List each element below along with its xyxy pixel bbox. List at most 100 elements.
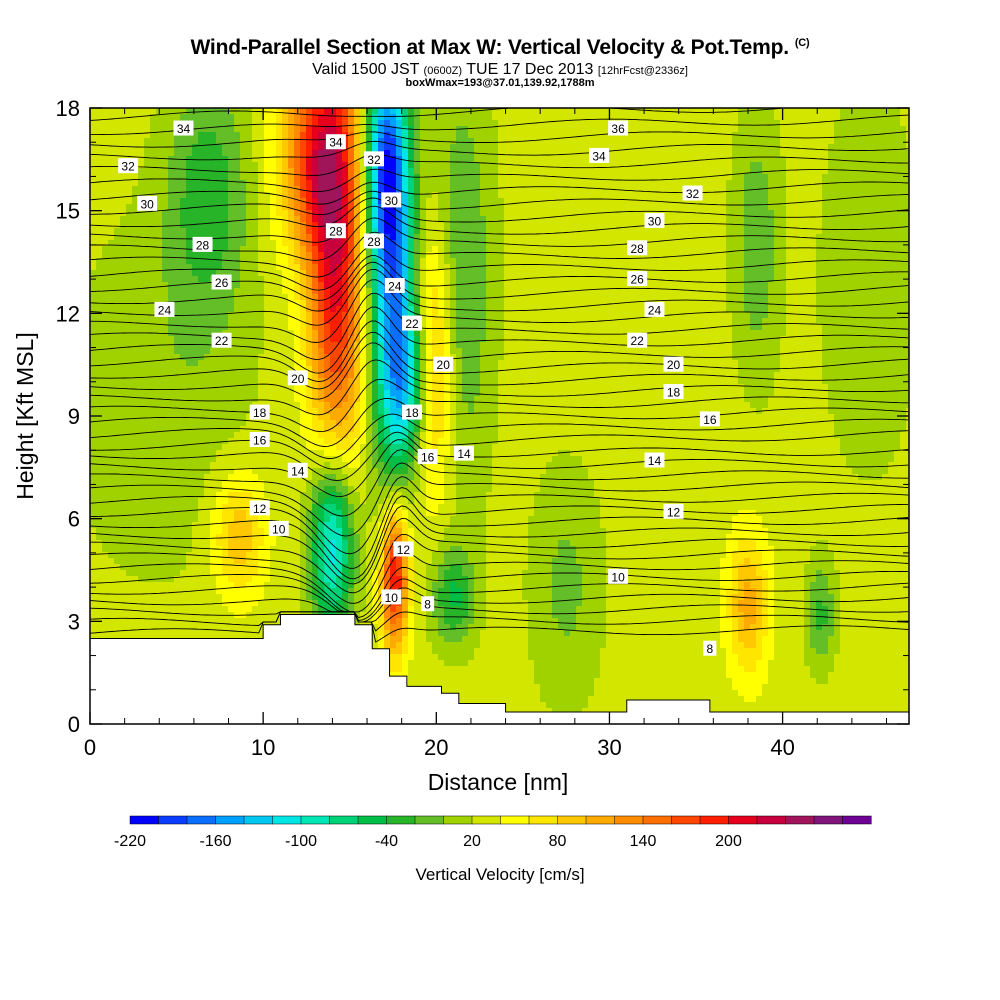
colorbar-tick-label: 200 xyxy=(715,833,742,850)
contour-label-text: 14 xyxy=(648,454,662,468)
x-tick-label: 40 xyxy=(770,735,794,760)
colorbar-tick-label: 80 xyxy=(549,833,567,850)
isentrope-line xyxy=(90,261,909,312)
contour-label-bg xyxy=(402,315,423,331)
colorbar-swatch xyxy=(158,815,188,825)
y-tick-label: 3 xyxy=(68,609,80,634)
contour-label-bg xyxy=(118,158,139,174)
isentrope-line xyxy=(90,462,909,537)
colorbar-swatch xyxy=(756,815,787,825)
isentrope-line xyxy=(90,551,909,613)
contour-label-bg xyxy=(644,301,665,317)
contour-label-bg xyxy=(211,274,232,290)
contour-label: 32 xyxy=(118,158,139,174)
isentrope-line xyxy=(90,268,909,326)
contour-label: 10 xyxy=(608,568,629,584)
contour-label-text: 10 xyxy=(272,522,286,536)
contour-label-bg xyxy=(433,356,454,372)
contour-label-bg xyxy=(663,384,684,400)
contour-label-bg xyxy=(381,192,402,208)
x-tick-label: 30 xyxy=(597,735,621,760)
chart-title-text: Wind-Parallel Section at Max W: Vertical… xyxy=(190,36,790,59)
isentrope-line xyxy=(90,63,908,78)
x-axis-title: Distance [nm] xyxy=(428,769,569,795)
contour-label: 24 xyxy=(154,301,175,317)
contour-label-text: 18 xyxy=(253,406,267,420)
contour-label-text: 20 xyxy=(437,358,451,372)
contour-label-bg xyxy=(381,589,402,605)
y-axis-title: Height [Kft MSL] xyxy=(12,332,38,499)
isentrope-line xyxy=(90,378,909,433)
isentrope-line xyxy=(90,611,909,632)
contour-label-text: 20 xyxy=(667,358,681,372)
contour-label-text: 16 xyxy=(703,413,717,427)
contour-label-bg xyxy=(627,332,648,348)
contour-label: 28 xyxy=(192,236,213,252)
contour-label: 18 xyxy=(663,384,684,400)
isentrope-line xyxy=(90,331,909,390)
contour-label: 12 xyxy=(393,541,414,557)
y-tick-label: 9 xyxy=(68,404,80,429)
colorbar-swatch xyxy=(129,815,160,825)
isentrope-line xyxy=(90,476,909,555)
contour-label-text: 12 xyxy=(397,543,411,557)
colorbar-swatch xyxy=(243,815,274,825)
forecast-info: [12hrFcst@2336z] xyxy=(597,65,688,77)
contour-label: 18 xyxy=(402,404,423,420)
contour-label: 34 xyxy=(325,134,346,150)
colorbar-swatch xyxy=(785,815,815,825)
contour-label: 32 xyxy=(363,151,384,167)
colorbar-label: Vertical Velocity [cm/s] xyxy=(415,865,584,884)
contour-label-bg xyxy=(325,134,346,150)
contour-label: 34 xyxy=(589,147,610,163)
isentrope-line xyxy=(90,597,909,623)
contour-label-bg xyxy=(644,452,665,468)
isentrope-line xyxy=(90,424,909,470)
contour-label-text: 16 xyxy=(421,451,435,465)
contour-label-text: 24 xyxy=(648,303,662,317)
contour-label-text: 8 xyxy=(424,598,431,612)
contour-label-bg xyxy=(249,500,270,516)
contour-label-text: 26 xyxy=(630,273,644,287)
contour-label-bg xyxy=(287,370,308,386)
contour-label: 22 xyxy=(402,315,423,331)
contour-label-text: 10 xyxy=(385,591,399,605)
y-tick-label: 18 xyxy=(56,96,80,121)
contour-label: 16 xyxy=(249,431,270,447)
contour-label-text: 22 xyxy=(630,334,644,348)
contour-label-text: 36 xyxy=(611,122,625,136)
colorbar: -220 -160 -100 -40 20 80 140 200 xyxy=(114,815,872,850)
isentrope-line xyxy=(90,114,909,135)
contour-label-bg xyxy=(363,233,384,249)
colorbar-tick-label: 20 xyxy=(463,833,481,850)
contour-label-bg xyxy=(268,520,289,536)
isentrope-line xyxy=(90,0,908,8)
contour-label-bg xyxy=(608,568,629,584)
contour-label: 36 xyxy=(608,120,629,136)
contour-label-bg xyxy=(454,445,475,461)
contour-label-text: 16 xyxy=(253,433,267,447)
x-tick-label: 0 xyxy=(84,735,96,760)
isentrope-line xyxy=(90,533,909,604)
colorbar-tick-label: -220 xyxy=(114,833,146,850)
contour-label-text: 34 xyxy=(177,122,191,136)
contour-label: 14 xyxy=(644,452,665,468)
contour-label: 28 xyxy=(363,233,384,249)
contour-label-bg xyxy=(608,120,629,136)
contour-label: 8 xyxy=(703,640,717,656)
contour-label-bg xyxy=(627,271,648,287)
isentrope-line xyxy=(90,19,908,38)
contour-label-bg xyxy=(137,195,158,211)
contour-label-text: 32 xyxy=(686,187,700,201)
contour-label: 22 xyxy=(627,332,648,348)
colorbar-swatch xyxy=(329,815,359,825)
contour-label-bg xyxy=(249,404,270,420)
contour-label-text: 24 xyxy=(388,279,402,293)
contour-label-bg xyxy=(287,462,308,478)
contour-label-text: 24 xyxy=(158,303,172,317)
contour-label-bg xyxy=(393,541,414,557)
colorbar-swatch xyxy=(842,815,872,825)
contour-label-text: 30 xyxy=(140,197,154,211)
box-wmax-info: boxWmax=193@37.01,139.92,1788m xyxy=(405,77,595,89)
